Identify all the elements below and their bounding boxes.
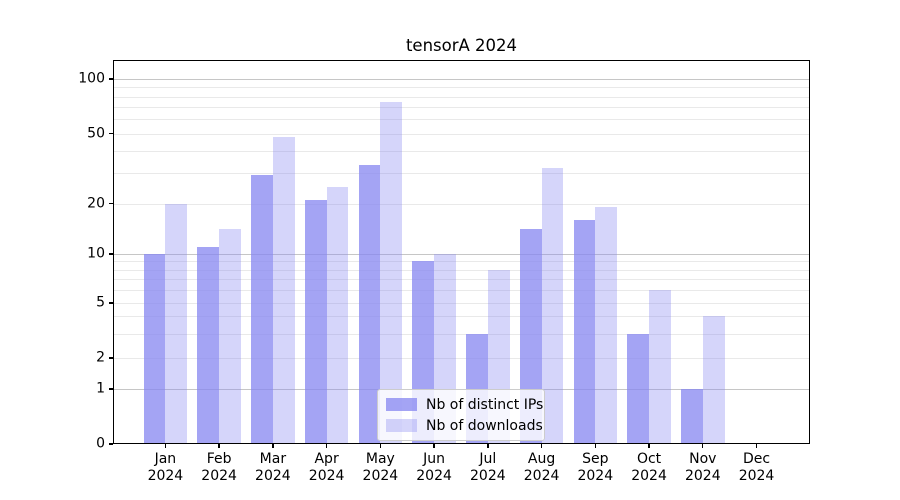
minor-gridline xyxy=(113,150,810,152)
y-tick-label: 50 xyxy=(87,125,105,142)
y-tick-mark xyxy=(109,202,113,205)
bar-distinct-ips xyxy=(251,175,273,444)
y-tick-label: 5 xyxy=(96,294,105,311)
bar-distinct-ips xyxy=(573,219,596,444)
x-tick-mark xyxy=(594,444,596,448)
x-tick-mark xyxy=(755,444,758,448)
y-tick-mark xyxy=(109,133,113,135)
x-tick-label: May 2024 xyxy=(362,451,399,485)
y-tick-mark xyxy=(109,388,113,390)
bar-distinct-ips xyxy=(304,199,327,444)
y-tick-label: 100 xyxy=(78,70,105,87)
x-tick-label: Jun 2024 xyxy=(416,451,452,485)
major-gridline xyxy=(113,79,810,81)
minor-gridline xyxy=(113,107,810,109)
y-tick-label: 0 xyxy=(96,435,105,452)
minor-gridline xyxy=(113,333,810,335)
x-tick-mark xyxy=(487,444,489,448)
bar-downloads xyxy=(165,203,188,444)
bar-downloads xyxy=(219,229,241,444)
x-tick-mark xyxy=(218,444,220,448)
x-tick-label: Dec 2024 xyxy=(738,451,775,485)
legend-label-distinct-ips: Nb of distinct IPs xyxy=(426,396,544,413)
minor-gridline xyxy=(113,358,810,359)
minor-gridline xyxy=(113,203,810,205)
x-tick-label: Mar 2024 xyxy=(255,451,291,485)
legend-swatch-distinct-ips xyxy=(386,398,417,411)
y-tick-label: 10 xyxy=(87,245,105,262)
y-tick-label: 1 xyxy=(96,380,105,397)
x-tick-label: Jul 2024 xyxy=(470,451,506,485)
x-tick-mark xyxy=(164,444,167,448)
x-tick-mark xyxy=(325,444,328,448)
minor-gridline xyxy=(113,303,810,304)
bar-distinct-ips xyxy=(197,247,220,444)
y-tick-label: 20 xyxy=(87,195,105,212)
y-tick-label: 2 xyxy=(96,349,105,366)
bar-distinct-ips xyxy=(143,254,166,444)
y-tick-mark xyxy=(109,443,113,445)
bar-downloads xyxy=(380,101,403,444)
minor-gridline xyxy=(113,87,810,89)
minor-gridline xyxy=(113,172,810,174)
x-tick-mark xyxy=(702,444,704,448)
bar-downloads xyxy=(595,207,618,444)
bar-downloads xyxy=(541,167,564,444)
plot-area xyxy=(113,60,810,444)
legend-row-distinct-ips: Nb of distinct IPs xyxy=(386,397,543,413)
x-tick-label: Aug 2024 xyxy=(523,451,560,485)
x-tick-mark xyxy=(272,444,274,448)
x-tick-mark xyxy=(379,444,382,448)
minor-gridline xyxy=(113,279,810,281)
x-tick-mark xyxy=(433,444,435,448)
bar-downloads xyxy=(649,290,671,444)
legend-label-downloads: Nb of downloads xyxy=(426,417,543,434)
y-tick-mark xyxy=(109,302,113,304)
minor-gridline xyxy=(113,290,810,292)
major-gridline xyxy=(113,254,810,256)
bar-downloads xyxy=(326,186,349,444)
x-tick-label: Jan 2024 xyxy=(147,451,184,485)
legend-swatch-downloads xyxy=(386,419,417,432)
y-tick-mark xyxy=(109,357,113,359)
x-tick-mark xyxy=(648,444,650,448)
minor-gridline xyxy=(113,316,810,318)
x-tick-label: Oct 2024 xyxy=(631,451,667,485)
legend: Nb of distinct IPs Nb of downloads xyxy=(377,389,545,441)
minor-gridline xyxy=(113,133,810,135)
x-tick-label: Sep 2024 xyxy=(577,451,614,485)
x-tick-label: Apr 2024 xyxy=(308,451,345,485)
bar-downloads xyxy=(272,136,295,444)
chart-title: tensorA 2024 xyxy=(405,36,518,55)
x-tick-label: Nov 2024 xyxy=(684,451,721,485)
bar-distinct-ips xyxy=(358,165,381,444)
x-tick-label: Feb 2024 xyxy=(201,451,237,485)
minor-gridline xyxy=(113,269,810,271)
bar-distinct-ips xyxy=(627,333,650,444)
x-tick-mark xyxy=(540,444,543,448)
minor-gridline xyxy=(113,96,810,98)
legend-row-downloads: Nb of downloads xyxy=(386,418,543,434)
y-tick-mark xyxy=(109,253,113,255)
minor-gridline xyxy=(113,119,810,121)
y-tick-mark xyxy=(109,78,113,80)
bar-downloads xyxy=(702,316,725,444)
minor-gridline xyxy=(113,261,810,263)
bar-distinct-ips xyxy=(681,389,703,444)
